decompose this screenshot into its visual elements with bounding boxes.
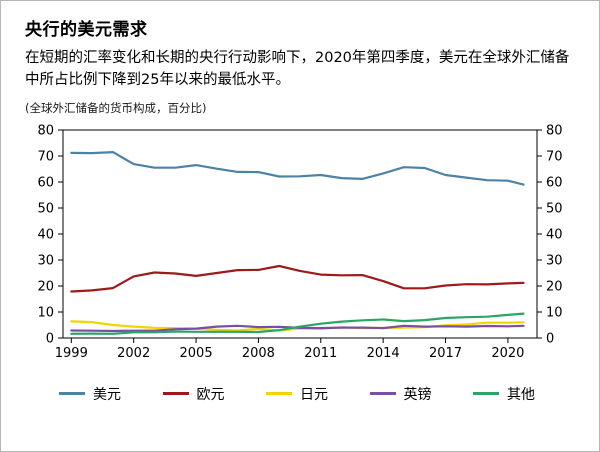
axis-tick-label: 2011 [304, 346, 337, 361]
axis-tick-label: 0 [546, 331, 554, 346]
legend-swatch-eur [162, 392, 189, 396]
legend-swatch-gbp [369, 392, 396, 396]
axis-tick-label: 30 [546, 253, 563, 268]
legend-swatch-usd [59, 392, 85, 396]
axis-tick-label: 50 [546, 201, 563, 216]
legend-swatch-other [473, 392, 499, 396]
axis-tick-label: 2005 [180, 346, 213, 361]
axis-tick-label: 40 [546, 227, 563, 242]
axis-tick-label: 2008 [242, 346, 275, 361]
axis-tick-label: 50 [37, 201, 54, 216]
axis-tick-label: 10 [37, 305, 54, 320]
axis-tick-label: 0 [46, 331, 54, 346]
axis-tick-label: 70 [37, 149, 54, 164]
axis-tick-label: 2002 [117, 346, 150, 361]
axis-tick-label: 70 [546, 149, 563, 164]
axis-tick-label: 2017 [429, 346, 462, 361]
series-line [70, 150, 525, 186]
axis-tick-label: 2014 [367, 346, 400, 361]
axis-tick-label: 80 [546, 123, 563, 138]
axis-tick-label: 60 [546, 175, 563, 190]
legend-item-other: 其他 [473, 384, 535, 404]
series-line [70, 264, 525, 293]
page-title: 央行的美元需求 [25, 20, 148, 40]
legend-label-eur: 欧元 [196, 386, 225, 403]
legend-label-other: 其他 [507, 386, 535, 403]
series-line [70, 324, 525, 333]
chart-subtitle: 在短期的汇率变化和长期的央行行动影响下，2020年第四季度，美元在全球外汇储备中… [25, 50, 570, 89]
axis-tick-label: 60 [37, 175, 54, 190]
legend-label-gbp: 英镑 [403, 386, 432, 403]
chart-header: 央行的美元需求 在短期的汇率变化和长期的央行行动影响下，2020年第四季度，美元… [25, 15, 575, 116]
chart-unit-note: (全球外汇储备的货币构成，百分比) [25, 100, 207, 115]
axis-tick-label: 40 [37, 227, 54, 242]
axis-tick-label: 80 [37, 123, 54, 138]
axis-tick-label: 10 [546, 305, 563, 320]
chart-legend: 美元 欧元 日元 英镑 其他 [25, 384, 575, 404]
legend-item-usd: 美元 [59, 384, 121, 404]
series-line [70, 312, 525, 335]
axis-tick-label: 20 [37, 279, 54, 294]
legend-item-eur: 欧元 [162, 384, 225, 404]
legend-label-jpy: 日元 [300, 386, 328, 403]
axis-tick-label: 2020 [491, 346, 524, 361]
axis-tick-label: 20 [546, 279, 563, 294]
legend-label-usd: 美元 [93, 386, 121, 403]
legend-item-gbp: 英镑 [369, 384, 432, 404]
axis-tick-label: 30 [37, 253, 54, 268]
legend-item-jpy: 日元 [266, 384, 328, 404]
axis-tick-label: 1999 [55, 346, 88, 361]
legend-swatch-jpy [266, 392, 292, 396]
